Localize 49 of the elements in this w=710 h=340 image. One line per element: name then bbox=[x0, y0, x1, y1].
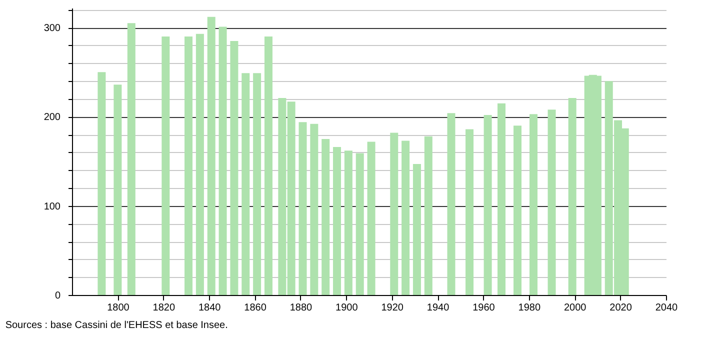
bar bbox=[127, 23, 136, 295]
y-tick-label: 300 bbox=[44, 23, 61, 34]
y-tick-label: 0 bbox=[54, 290, 61, 302]
x-tick-label: 1940 bbox=[426, 302, 450, 314]
bar bbox=[230, 40, 238, 295]
bar bbox=[218, 26, 227, 295]
bar bbox=[548, 110, 556, 295]
bar bbox=[344, 150, 352, 295]
bar bbox=[514, 126, 522, 295]
bar bbox=[333, 147, 342, 295]
bar bbox=[466, 129, 474, 295]
y-tick-label: 200 bbox=[44, 112, 61, 124]
bar bbox=[447, 113, 456, 295]
bar bbox=[298, 122, 307, 295]
bar bbox=[498, 103, 506, 295]
bar bbox=[253, 73, 262, 295]
source-note: Sources : base Cassini de l'EHESS et base Insee. bbox=[5, 320, 228, 331]
bar bbox=[568, 98, 576, 295]
y-tick-label: 100 bbox=[44, 201, 61, 212]
bar bbox=[98, 72, 106, 295]
x-tick-label: 1980 bbox=[518, 302, 541, 314]
x-tick-label: 1880 bbox=[290, 302, 313, 314]
bar bbox=[484, 114, 492, 295]
x-tick-label: 2020 bbox=[610, 302, 632, 314]
bar bbox=[207, 16, 216, 295]
x-tick-label: 1960 bbox=[472, 302, 496, 314]
bar bbox=[356, 153, 364, 295]
bar bbox=[322, 139, 330, 295]
x-tick-label: 2000 bbox=[564, 302, 587, 314]
x-tick-label: 1840 bbox=[198, 302, 222, 314]
bar bbox=[184, 36, 193, 295]
bar bbox=[390, 132, 398, 295]
bar bbox=[114, 84, 122, 295]
bar bbox=[402, 140, 410, 295]
bar bbox=[162, 36, 170, 295]
bar bbox=[310, 124, 318, 295]
x-tick-label: 1800 bbox=[107, 302, 130, 314]
bar bbox=[529, 114, 538, 295]
x-tick-label: 1920 bbox=[381, 302, 404, 314]
x-tick-label: 2040 bbox=[655, 302, 678, 314]
bar bbox=[367, 142, 376, 295]
x-tick-label: 1820 bbox=[152, 302, 176, 314]
bar bbox=[242, 73, 250, 295]
bar bbox=[424, 136, 432, 295]
x-tick-label: 1860 bbox=[244, 302, 267, 314]
x-tick-label: 1900 bbox=[336, 302, 358, 314]
bar bbox=[412, 164, 421, 295]
bar bbox=[196, 34, 204, 295]
bar bbox=[264, 36, 272, 295]
